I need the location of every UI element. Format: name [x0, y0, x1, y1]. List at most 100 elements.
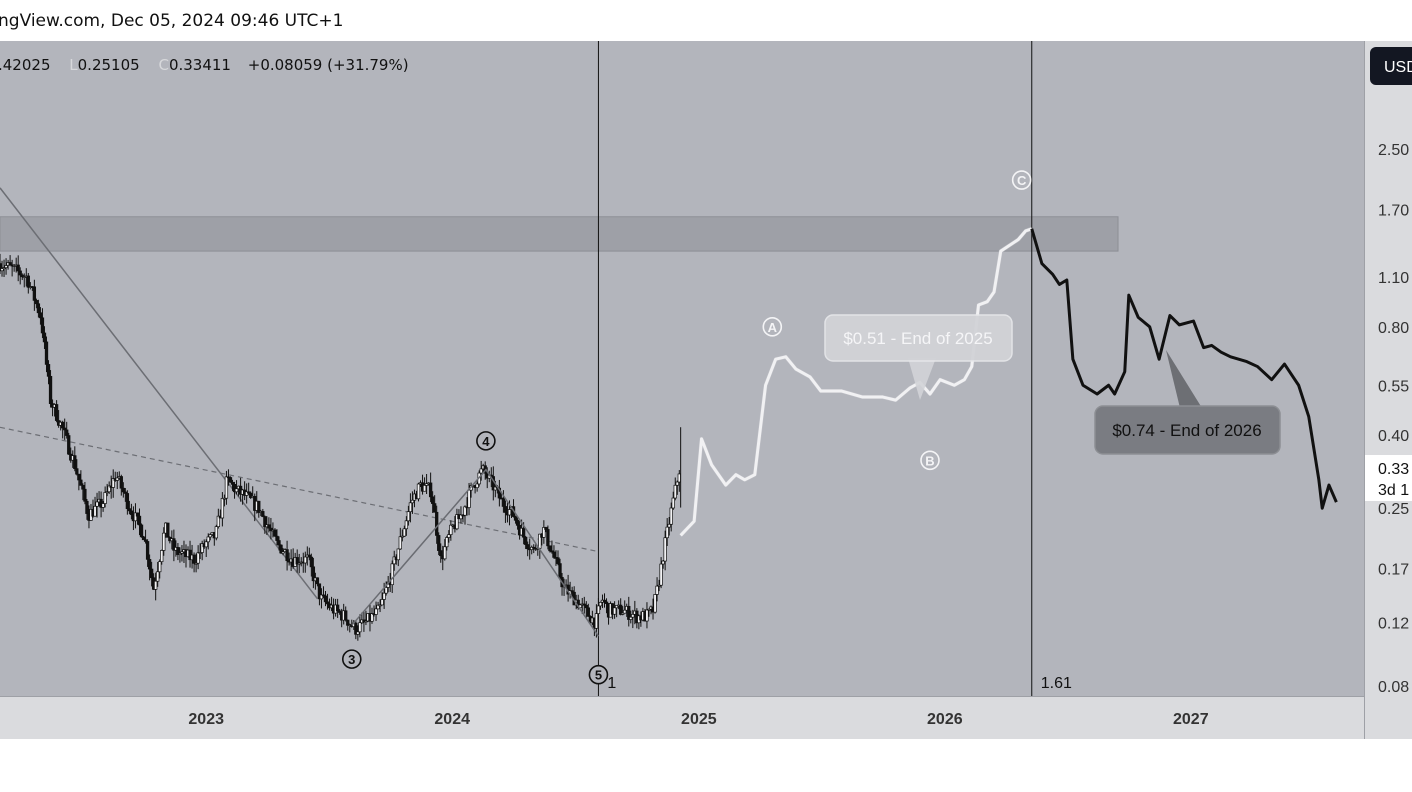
candle-body — [645, 609, 649, 622]
candle-body — [133, 512, 138, 522]
candle-body — [475, 483, 479, 489]
candle-body — [216, 515, 220, 528]
candle-body — [548, 545, 552, 552]
candle-body — [317, 583, 322, 600]
candle-body — [663, 537, 667, 562]
candle-body — [214, 526, 218, 539]
price-axis[interactable] — [1364, 41, 1412, 739]
candle-body — [111, 478, 115, 488]
candle-body — [380, 599, 384, 606]
candle-body — [65, 429, 69, 436]
candle-body — [398, 536, 402, 550]
candle-body — [119, 476, 123, 489]
candle-body — [198, 552, 202, 554]
candle-body — [162, 532, 166, 551]
candle-body — [158, 561, 162, 573]
candle-body — [273, 529, 277, 537]
candle-body — [61, 421, 65, 429]
time-axis-ticks: 2023 2024 2025 2026 2027 — [188, 711, 1208, 728]
candle-body — [245, 491, 249, 496]
candle-body — [524, 536, 528, 545]
candle-body — [657, 584, 661, 587]
candle-body — [257, 500, 261, 513]
annotation-end-2025[interactable]: $0.51 - End of 2025 — [824, 314, 1013, 400]
source-watermark: ngView.com, Dec 05, 2024 09:46 UTC+1 — [0, 11, 344, 31]
currency-button[interactable]: USD — [1370, 47, 1412, 85]
chart-panel[interactable] — [0, 41, 1364, 696]
candle-body — [354, 622, 358, 635]
annotation-end-2025-pointer — [908, 358, 936, 400]
candle-body — [149, 568, 154, 579]
candle-body — [467, 489, 471, 508]
candle-body — [570, 590, 574, 593]
candle-body — [396, 548, 400, 561]
y-tick-label: 0.80 — [1378, 320, 1409, 337]
candle-body — [34, 300, 39, 305]
candle-body — [160, 550, 164, 563]
candle-body — [307, 554, 311, 558]
wave-label-4: 4 — [482, 434, 490, 449]
candle-body — [338, 610, 342, 613]
candle-body — [129, 510, 134, 515]
candle-body — [83, 488, 87, 502]
candle-body — [521, 527, 526, 538]
vertical-line-label-1: 1 — [607, 675, 616, 692]
candle-body — [623, 609, 627, 614]
time-axis[interactable] — [0, 697, 1364, 739]
candle-body — [445, 537, 449, 548]
ohlc-low-prefix: L — [69, 56, 78, 74]
candle-body — [344, 610, 348, 621]
candle-body — [125, 493, 130, 509]
current-price-tag: 0.33 3d 1 — [1365, 455, 1412, 501]
candle-body — [303, 556, 307, 564]
candle-body — [54, 404, 59, 421]
candle-body — [455, 514, 459, 530]
dashed-trendline — [0, 426, 596, 552]
candle-body — [669, 507, 673, 525]
wave-path-line — [351, 468, 600, 637]
x-tick-label: 2025 — [681, 711, 717, 728]
candle-body — [121, 487, 125, 493]
candle-body — [95, 501, 99, 507]
y-tick-label: 1.10 — [1378, 270, 1409, 287]
candle-body — [422, 485, 427, 492]
annotation-end-2025-box — [824, 314, 1013, 362]
annotation-end-2026-box — [1094, 405, 1281, 455]
price-axis-ticks: 4.002.501.701.100.800.550.400.250.170.12… — [1378, 69, 1409, 696]
wave-label-circle-c — [1011, 170, 1032, 190]
candle-body — [526, 544, 530, 550]
candle-body — [309, 556, 313, 568]
candle-body — [81, 485, 85, 490]
candle-body — [26, 275, 30, 288]
candlestick-series — [0, 253, 682, 641]
candle-body — [79, 479, 83, 486]
candle-body — [127, 508, 132, 512]
candle-body — [346, 619, 350, 626]
candle-body — [433, 503, 437, 513]
annotation-end-2026[interactable]: $0.74 - End of 2026 — [1094, 350, 1281, 455]
candle-body — [675, 481, 679, 486]
candle-body — [206, 536, 210, 543]
candle-body — [378, 604, 382, 607]
ohlc-low-value: 0.25105 — [78, 56, 140, 74]
candle-body — [358, 622, 362, 633]
candle-body — [428, 482, 433, 498]
candle-body — [667, 523, 671, 528]
candle-body — [437, 535, 441, 551]
candle-body — [224, 476, 229, 499]
candle-body — [147, 559, 152, 570]
candle-body — [107, 485, 111, 493]
candle-body — [40, 317, 45, 334]
candle-body — [315, 577, 320, 585]
candle-body — [267, 524, 271, 529]
candle-body — [145, 541, 150, 560]
candle-body — [392, 556, 396, 565]
candle-body — [604, 601, 609, 604]
wave-label-a: A — [768, 320, 778, 335]
y-tick-label: 0.40 — [1378, 428, 1409, 445]
candle-body — [16, 264, 20, 272]
candle-body — [558, 563, 562, 578]
candle-body — [222, 497, 227, 500]
candle-body — [249, 492, 253, 498]
